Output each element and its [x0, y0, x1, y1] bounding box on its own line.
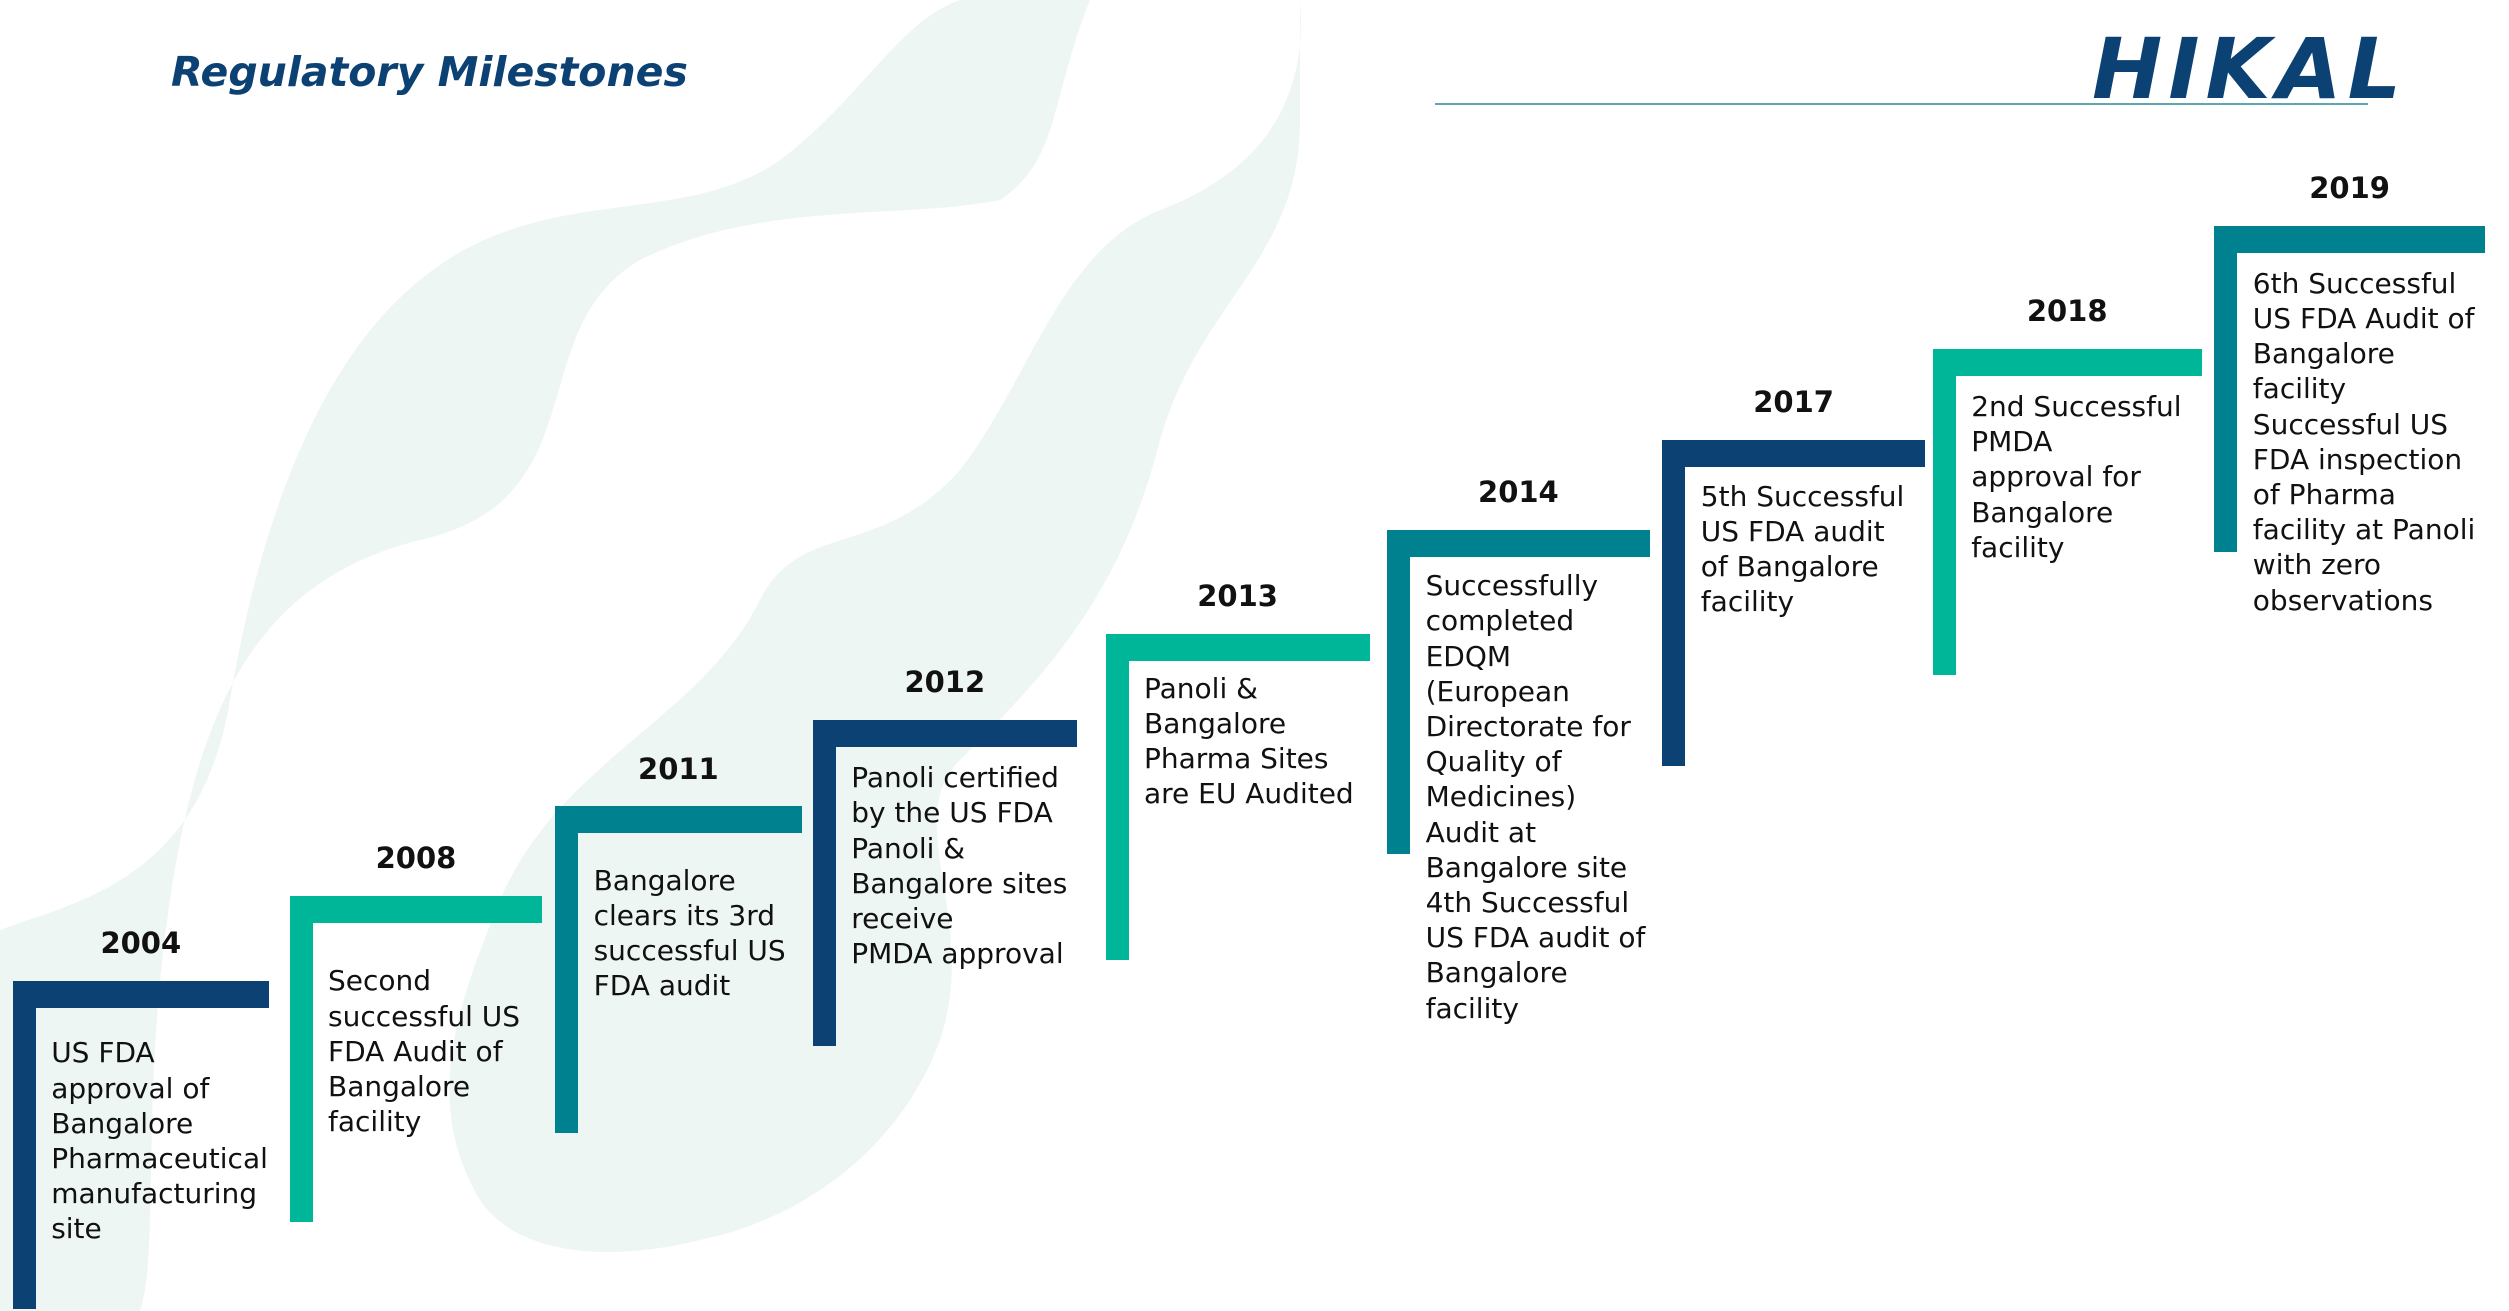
milestone-text: Bangalore: [51, 1106, 194, 1140]
milestone-text: US FDA Audit of: [2252, 301, 2475, 335]
step-bar: [1105, 633, 1370, 661]
milestone-text: FDA inspection: [2252, 442, 2463, 476]
milestone-text: facility: [2252, 372, 2347, 406]
milestone-text: facility: [1700, 585, 1795, 619]
milestone-text: with zero: [2252, 548, 2382, 582]
milestone-text: approval for: [1971, 460, 2141, 494]
step-bar: [289, 896, 543, 923]
step-riser: [12, 980, 36, 1309]
step-bar: [2214, 225, 2485, 253]
milestone-year: 2017: [1753, 385, 1834, 420]
milestone-year: 2018: [2026, 294, 2108, 328]
milestone-year: 2013: [1197, 578, 1278, 613]
milestone-text: manufacturing: [51, 1177, 258, 1211]
milestone-text: Successful US: [2252, 407, 2449, 441]
step-riser: [1105, 633, 1129, 960]
step-bar: [1932, 348, 2202, 376]
milestone-text: 5th Successful: [1700, 479, 1905, 513]
milestone-text: Panoli &: [851, 831, 966, 865]
milestone-text: site: [51, 1212, 102, 1246]
step-bar: [555, 806, 802, 834]
milestone-text: Medicines): [1425, 780, 1577, 814]
milestone-text: Successfully: [1425, 569, 1599, 603]
milestone-text: 4th Successful: [1425, 885, 1630, 919]
step-riser: [289, 896, 313, 1223]
milestone-text: receive: [851, 901, 954, 935]
milestone-text: Pharmaceutical: [51, 1141, 268, 1175]
milestone-text: successful US: [593, 933, 786, 967]
step-bar: [1662, 440, 1925, 467]
milestone-text: Bangalore site: [1425, 850, 1628, 884]
milestone-text: Quality of: [1425, 745, 1562, 779]
step-bar: [812, 720, 1077, 747]
milestone-text: completed: [1425, 604, 1575, 638]
step-riser: [812, 720, 836, 1047]
milestone-year: 2011: [638, 751, 719, 786]
milestone-text: Directorate for: [1425, 709, 1631, 743]
milestone-text: of Pharma: [2252, 477, 2396, 511]
milestone-year: 2004: [100, 926, 182, 960]
milestone-text: Second: [328, 964, 432, 998]
milestone-text: US FDA: [51, 1036, 155, 1070]
milestone-text: 6th Successful: [2252, 266, 2457, 300]
milestone-text: Panoli certified: [851, 761, 1059, 795]
milestone-text: approval of: [51, 1071, 210, 1105]
milestone-text: Bangalore: [1971, 495, 2114, 529]
milestone-text: of Bangalore: [1700, 549, 1879, 583]
milestone-text: Bangalore: [2252, 337, 2395, 371]
milestone-text: Bangalore: [593, 863, 736, 897]
milestone-text: US FDA audit: [1700, 514, 1885, 548]
milestone-text: FDA audit: [593, 969, 731, 1003]
logo: HIKAL: [2092, 20, 2408, 118]
milestone-text: (European: [1425, 674, 1570, 708]
milestone-text: US FDA audit of: [1425, 921, 1646, 955]
milestone-text: are EU Audited: [1144, 777, 1354, 811]
milestone-text: clears its 3rd: [593, 898, 776, 932]
milestone-text: PMDA approval: [851, 937, 1064, 971]
milestone-text: Bangalore: [328, 1069, 471, 1103]
step-bar: [12, 980, 269, 1008]
milestone-year: 2019: [2309, 170, 2390, 205]
step-riser: [2214, 225, 2238, 552]
milestone-text: Bangalore: [1144, 706, 1287, 740]
milestone-text: Panoli &: [1144, 671, 1258, 705]
milestone-year: 2014: [1478, 474, 1559, 509]
milestone-text: facility: [1425, 991, 1519, 1025]
milestone-text: FDA Audit of: [328, 1034, 503, 1068]
step-riser: [555, 806, 579, 1133]
milestone-text: facility: [328, 1105, 422, 1139]
header-rule: [1435, 103, 2368, 105]
milestone-text: facility at Panoli: [2252, 513, 2476, 547]
milestone-text: 2nd Successful: [1971, 389, 2182, 423]
milestone-text: Bangalore sites: [851, 866, 1068, 900]
milestone-text: by the US FDA: [851, 796, 1053, 830]
step-riser: [1932, 348, 1956, 676]
step-bar: [1387, 529, 1650, 557]
milestone-year: 2008: [375, 841, 457, 876]
milestone-text: observations: [2252, 583, 2433, 617]
milestone-text: Audit at: [1425, 815, 1537, 849]
title: Regulatory Milestones: [171, 48, 688, 96]
milestone-text: facility: [1971, 530, 2065, 564]
step-riser: [1387, 529, 1411, 855]
milestone-text: Pharma Sites: [1144, 741, 1329, 775]
step-riser: [1662, 440, 1686, 767]
milestone-text: Bangalore: [1425, 956, 1568, 990]
milestone-text: successful US: [328, 999, 521, 1033]
milestone-year: 2012: [904, 665, 986, 700]
milestone-text: EDQM: [1425, 639, 1512, 673]
milestone-text: PMDA: [1971, 425, 2053, 459]
